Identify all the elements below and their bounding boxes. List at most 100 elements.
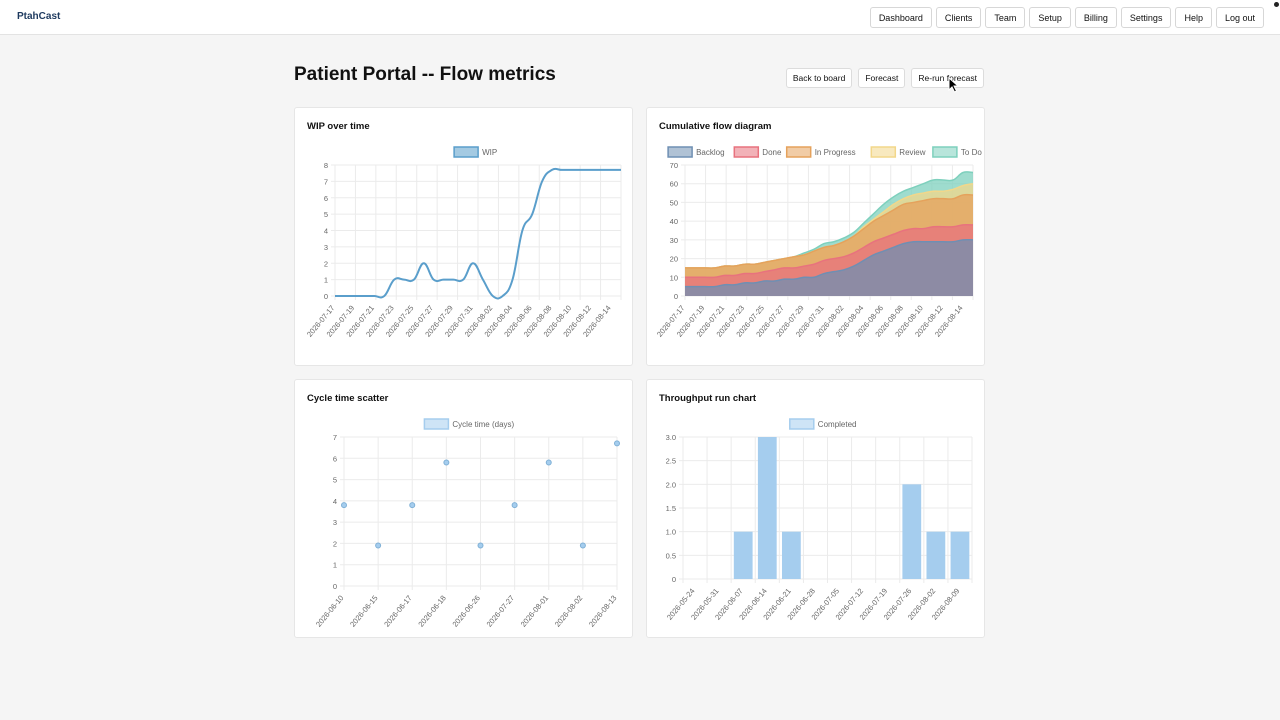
x-tick-label: 2026-08-01 [519,594,551,629]
back-to-board-button[interactable]: Back to board [785,68,853,88]
y-tick-label: 50 [670,198,678,207]
mouse-cursor-icon [948,77,960,93]
nav-dashboard[interactable]: Dashboard [869,7,932,28]
y-tick-label: 2.0 [666,480,676,489]
legend-label: To Do [961,148,982,157]
y-tick-label: 7 [333,433,337,442]
y-tick-label: 6 [333,454,337,463]
y-tick-label: 3.0 [666,433,676,442]
nav-setup[interactable]: Setup [1029,7,1071,28]
y-tick-label: 6 [324,194,328,203]
y-tick-label: 3 [324,243,328,252]
throughput-title: Throughput run chart [659,393,757,404]
legend-swatch [789,418,815,430]
y-tick-label: 70 [670,161,678,170]
page-title: Patient Portal -- Flow metrics [294,64,556,85]
y-tick-label: 1.5 [666,504,676,513]
y-tick-label: 30 [670,236,678,245]
legend-swatch [870,146,897,158]
y-tick-label: 40 [670,217,678,226]
x-tick-label: 2026-08-02 [553,594,585,629]
throughput-bar [926,531,946,579]
top-bar: PtahCast Dashboard Clients Team Setup Bi… [0,0,1280,35]
rerun-forecast-button[interactable]: Re-run forecast [911,68,984,88]
cfd-line-in-progress [685,193,974,269]
legend-swatch [423,418,450,430]
legend-label: Completed [818,420,857,429]
y-tick-label: 4 [324,227,328,236]
legend-label: Cycle time (days) [452,420,514,429]
legend-label: Done [762,148,782,157]
x-tick-label: 2026-08-13 [587,594,619,629]
y-tick-label: 5 [333,476,337,485]
throughput-card: Throughput run chart Completed 0 0.5 1.0 1.5… [646,379,985,638]
legend-label: WIP [482,148,497,157]
cfd-line-backlog [684,238,974,288]
y-tick-label: 0 [324,292,328,301]
y-tick-label: 1 [333,561,337,570]
nav-settings[interactable]: Settings [1120,7,1172,28]
legend-label: In Progress [815,148,856,157]
scatter-point [511,502,518,509]
y-tick-label: 0 [672,575,676,584]
x-tick-label: 2026-06-15 [348,594,380,629]
throughput-bar [950,531,970,579]
cfd-area-backlog [685,239,973,296]
y-tick-label: 1 [324,276,328,285]
nav-billing[interactable]: Billing [1074,7,1117,28]
status-dot-icon [1274,2,1279,7]
y-tick-label: 7 [324,177,328,186]
cfd-chart-card: Cumulative flow diagram Backlog Done In Pr… [646,107,985,366]
legend-swatch [453,146,479,158]
legend-label: Backlog [696,148,724,157]
nav-log-out[interactable]: Log out [1215,7,1264,28]
y-tick-label: 8 [324,161,328,170]
nav-team[interactable]: Team [985,7,1026,28]
throughput-bar [733,531,753,579]
y-tick-label: 20 [670,255,678,264]
y-tick-label: 2.5 [666,457,676,466]
scatter-point [409,502,416,509]
y-tick-label: 5 [324,210,328,219]
y-tick-label: 0 [674,292,678,301]
y-tick-label: 2 [333,539,337,548]
scatter-point [375,542,382,549]
cycle-time-title: Cycle time scatter [307,393,389,404]
nav-clients[interactable]: Clients [935,7,982,28]
y-tick-label: 10 [670,273,678,282]
scatter-point [579,542,586,549]
y-tick-label: 2 [324,259,328,268]
y-tick-label: 1.0 [666,528,676,537]
x-tick-label: 2026-06-10 [314,594,346,629]
scatter-point [545,459,552,466]
forecast-button[interactable]: Forecast [858,68,906,88]
wip-chart-title: WIP over time [307,121,370,132]
throughput-bar [902,484,922,579]
throughput-chart: Completed00.51.01.52.02.53.02026-05-2420… [665,418,973,622]
wip-chart-card: WIP over time WIP 0 1 2 3 4 5 6 7 8 2026-07-17 2026… [294,107,633,366]
cfd-chart-title: Cumulative flow diagram [659,121,772,132]
cycle-time-card: Cycle time scatter Cycle time (days) 0 1 2 3… [294,379,633,638]
scatter-point [341,502,347,509]
cfd-chart: Backlog Done In Progress Review To Do 0 10 20 30… [655,146,982,339]
legend-label: Review [899,148,925,157]
scatter-point [614,440,620,447]
brand-logo[interactable]: PtahCast [17,11,61,22]
legend-swatch [785,146,812,158]
cfd-line-done [685,223,974,279]
y-tick-label: 60 [670,180,678,189]
x-tick-label: 2026-06-18 [416,594,448,629]
main-nav: Dashboard Clients Team Setup Billing Set… [869,7,1264,28]
y-tick-label: 4 [333,497,337,506]
scatter-point [477,542,484,549]
x-tick-label: 2026-06-26 [450,594,482,629]
wip-line [335,167,621,300]
throughput-bar [757,437,777,579]
y-tick-label: 0.5 [666,551,676,560]
nav-help[interactable]: Help [1175,7,1212,28]
x-tick-label: 2026-07-27 [485,594,517,629]
page-actions: Back to board Forecast Re-run forecast [785,68,984,88]
scatter-point [443,459,450,466]
legend-swatch [733,146,760,158]
